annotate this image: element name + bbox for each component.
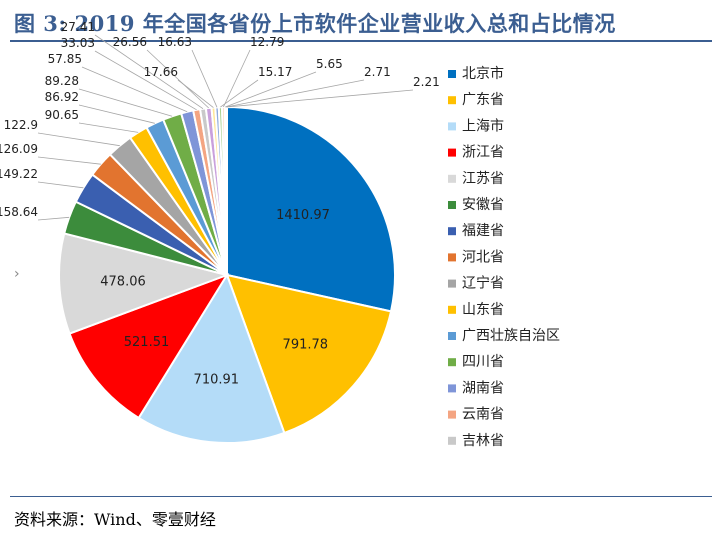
- legend-label: 广东省: [462, 92, 504, 108]
- data-label: 521.51: [124, 335, 170, 350]
- legend-swatch: [448, 96, 456, 105]
- pie-slice: [225, 273, 393, 435]
- legend-label: 河北省: [462, 249, 504, 265]
- legend-swatch: [448, 279, 456, 288]
- legend: 北京市广东省上海市浙江省江苏省安徽省福建省河北省辽宁省山东省广西壮族自治区四川省…: [448, 65, 560, 449]
- legend-label: 浙江省: [462, 145, 504, 161]
- legend-label: 安徽省: [462, 197, 504, 213]
- legend-label: 山东省: [462, 302, 504, 318]
- data-label: 57.85: [48, 52, 82, 66]
- pie-slices: [58, 105, 396, 444]
- leader-line: [94, 50, 197, 111]
- data-label: 26.56: [113, 35, 147, 49]
- data-label: 86.92: [45, 90, 79, 104]
- leader-line: [94, 34, 204, 110]
- leader-line: [177, 79, 214, 108]
- leader-line: [37, 132, 120, 147]
- data-label: 1410.97: [276, 208, 330, 223]
- data-label: 27.41: [61, 20, 95, 34]
- label-leader-lines: [37, 34, 414, 221]
- leader-line: [226, 79, 365, 108]
- data-label: 15.17: [258, 65, 292, 79]
- data-label: 149.22: [0, 167, 38, 181]
- leader-line: [37, 181, 84, 189]
- legend-swatch: [448, 227, 456, 236]
- legend-swatch: [448, 384, 456, 393]
- data-label: 89.28: [45, 74, 79, 88]
- legend-label: 吉林省: [462, 433, 504, 449]
- leader-line: [81, 66, 188, 113]
- leader-line: [225, 71, 317, 108]
- data-label: 122.9: [4, 118, 38, 132]
- title-divider: [10, 40, 712, 42]
- leader-line: [223, 49, 251, 108]
- legend-swatch: [448, 410, 456, 419]
- data-label: 90.65: [45, 108, 79, 122]
- legend-label: 福建省: [462, 223, 504, 239]
- source-divider: [10, 496, 712, 497]
- legend-label: 上海市: [462, 117, 504, 134]
- legend-label: 辽宁省: [462, 275, 504, 292]
- legend-swatch: [448, 122, 456, 131]
- leader-line: [37, 216, 70, 221]
- pie-slice: [137, 272, 286, 444]
- leader-line: [78, 122, 139, 133]
- pie-slice: [58, 232, 231, 335]
- leader-line: [191, 49, 218, 108]
- legend-swatch: [448, 70, 456, 78]
- legend-label: 北京市: [462, 65, 504, 82]
- data-label: 5.65: [316, 57, 343, 71]
- data-label: 2.71: [364, 65, 391, 79]
- leader-line: [220, 79, 259, 108]
- legend-swatch: [448, 436, 456, 445]
- legend-label: 湖南省: [462, 380, 504, 396]
- data-label: 158.64: [0, 205, 38, 219]
- legend-swatch: [448, 305, 456, 314]
- side-arrow-icon: ›: [14, 266, 20, 282]
- data-labels: 1410.97 791.78 710.91 521.51 478.06 158.64 149…: [0, 20, 440, 388]
- leader-line: [226, 89, 414, 108]
- legend-swatch: [448, 148, 456, 157]
- legend-swatch: [448, 174, 456, 183]
- source-note: 资料来源：Wind、零壹财经: [14, 510, 216, 529]
- pie-chart: 1410.97 791.78 710.91 521.51 478.06 158.64 149…: [0, 20, 560, 449]
- legend-label: 广西壮族自治区: [462, 328, 560, 344]
- leader-line: [37, 156, 101, 165]
- legend-swatch: [448, 253, 456, 262]
- data-label: 478.06: [100, 275, 146, 290]
- leader-line: [78, 104, 155, 124]
- legend-label: 江苏省: [462, 171, 504, 187]
- pie-slice: [68, 273, 230, 420]
- pie-slice: [226, 105, 396, 313]
- leader-line: [146, 49, 209, 109]
- legend-swatch: [448, 358, 456, 367]
- data-label: 17.66: [144, 65, 178, 79]
- data-label: 2.21: [413, 75, 440, 89]
- data-label: 12.79: [250, 35, 284, 49]
- data-label: 791.78: [283, 338, 329, 353]
- legend-swatch: [448, 332, 456, 340]
- figure-title: 图 3: 2019 年全国各省份上市软件企业营业收入总和占比情况: [14, 11, 616, 36]
- data-label: 16.63: [158, 35, 192, 49]
- legend-label: 云南省: [462, 407, 504, 423]
- data-label: 710.91: [194, 373, 240, 388]
- leader-line: [78, 88, 173, 117]
- legend-swatch: [448, 201, 456, 209]
- data-label: 33.03: [61, 36, 95, 50]
- data-label: 126.09: [0, 142, 38, 156]
- legend-label: 四川省: [462, 354, 504, 370]
